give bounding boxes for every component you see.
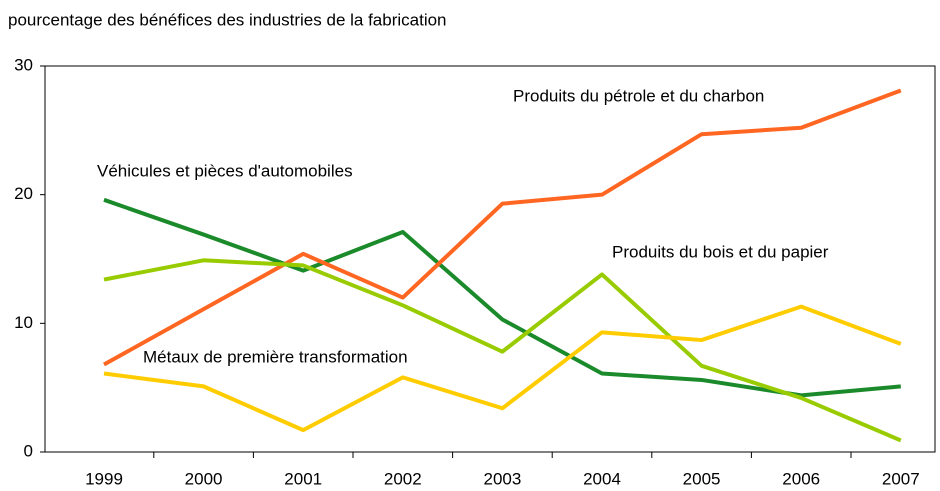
y-tick-label: 10 xyxy=(14,313,33,332)
series-label: Produits du pétrole et du charbon xyxy=(513,86,764,105)
chart-title: pourcentage des bénéfices des industries… xyxy=(8,10,447,29)
x-tick-label: 1999 xyxy=(85,469,123,488)
series-label: Produits du bois et du papier xyxy=(612,242,829,261)
y-tick-label: 20 xyxy=(14,184,33,203)
series-label: Métaux de première transformation xyxy=(143,347,408,366)
x-tick-label: 2000 xyxy=(185,469,223,488)
y-tick-label: 0 xyxy=(24,441,33,460)
series-line xyxy=(103,88,902,367)
series-label: Véhicules et pièces d'automobiles xyxy=(97,161,353,180)
series-line xyxy=(103,304,902,433)
x-tick-label: 2002 xyxy=(384,469,422,488)
x-tick-label: 2005 xyxy=(683,469,721,488)
series-line xyxy=(103,258,902,443)
x-tick-label: 2007 xyxy=(882,469,920,488)
y-tick-label: 30 xyxy=(14,55,33,74)
x-tick-label: 2004 xyxy=(583,469,621,488)
x-tick-label: 2003 xyxy=(483,469,521,488)
x-tick-label: 2006 xyxy=(782,469,820,488)
x-tick-label: 2001 xyxy=(284,469,322,488)
series-line xyxy=(103,197,901,398)
plot-frame xyxy=(44,65,936,453)
